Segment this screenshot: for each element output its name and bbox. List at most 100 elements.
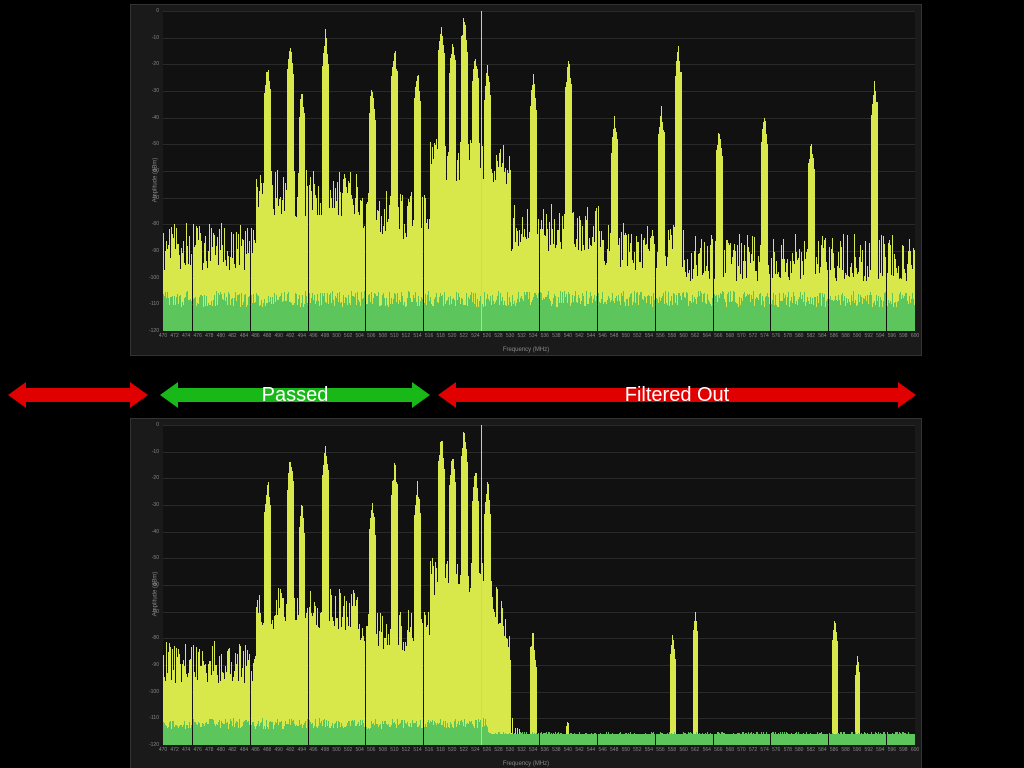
x-tick-label: 480 [217, 747, 225, 753]
x-tick-label: 588 [841, 747, 849, 753]
x-tick-label: 542 [575, 747, 583, 753]
x-tick-label: 574 [760, 747, 768, 753]
x-tick-label: 508 [379, 747, 387, 753]
x-tick-label: 506 [367, 747, 375, 753]
arrow-label-passed: Passed [160, 384, 430, 407]
center-marker-line [481, 425, 482, 745]
x-tick-label: 560 [679, 747, 687, 753]
x-tick-label: 586 [830, 747, 838, 753]
y-tick-label: -90 [152, 248, 159, 254]
arrow-left-red [8, 388, 148, 402]
y-tick-label: -40 [152, 529, 159, 535]
plot-area-top [163, 11, 915, 331]
x-tick-label: 592 [865, 747, 873, 753]
x-tick-label: 560 [679, 333, 687, 339]
x-tick-label: 564 [703, 333, 711, 339]
spectrum-panel-filtered: Amplitude (dBm) 0-10-20-30-40-50-60-70-8… [130, 418, 922, 768]
x-tick-label: 476 [194, 747, 202, 753]
x-tick-label: 470 [159, 333, 167, 339]
x-tick-label: 478 [205, 747, 213, 753]
x-tick-label: 534 [529, 333, 537, 339]
x-tick-label: 528 [494, 747, 502, 753]
y-tick-label: -20 [152, 475, 159, 481]
y-tick-label: -60 [152, 168, 159, 174]
y-tick-label: -30 [152, 88, 159, 94]
x-tick-label: 492 [286, 747, 294, 753]
arrow-label-filtered: Filtered Out [438, 384, 916, 407]
x-tick-label: 502 [344, 747, 352, 753]
x-tick-label: 556 [656, 333, 664, 339]
x-tick-label: 502 [344, 333, 352, 339]
x-tick-label: 520 [448, 333, 456, 339]
x-tick-label: 488 [263, 333, 271, 339]
arrow-right-red: Filtered Out [438, 388, 916, 402]
y-tick-label: 0 [156, 422, 159, 428]
x-tick-label: 550 [622, 333, 630, 339]
y-tick-label: -110 [149, 715, 159, 721]
x-tick-label: 514 [413, 747, 421, 753]
x-tick-label: 566 [714, 747, 722, 753]
x-tick-label: 558 [668, 333, 676, 339]
x-tick-label: 568 [726, 333, 734, 339]
y-tick-label: 0 [156, 8, 159, 14]
x-tick-label: 544 [587, 747, 595, 753]
x-tick-label: 554 [645, 333, 653, 339]
x-tick-label: 580 [795, 747, 803, 753]
x-tick-label: 566 [714, 333, 722, 339]
x-tick-label: 504 [356, 333, 364, 339]
x-tick-label: 530 [506, 333, 514, 339]
x-tick-label: 532 [517, 333, 525, 339]
y-tick-label: -110 [149, 301, 159, 307]
x-tick-label: 596 [888, 747, 896, 753]
y-tick-label: -50 [152, 555, 159, 561]
x-tick-label: 556 [656, 747, 664, 753]
x-tick-label: 494 [298, 333, 306, 339]
x-tick-label: 514 [413, 333, 421, 339]
x-tick-label: 542 [575, 333, 583, 339]
y-axis-ticks: 0-10-20-30-40-50-60-70-80-90-100-110-120 [131, 11, 161, 331]
x-tick-label: 490 [275, 747, 283, 753]
x-tick-label: 596 [888, 333, 896, 339]
y-tick-label: -100 [149, 275, 159, 281]
x-tick-label: 572 [749, 333, 757, 339]
x-tick-label: 474 [182, 333, 190, 339]
plot-area-bottom [163, 425, 915, 745]
x-tick-label: 536 [541, 333, 549, 339]
x-tick-label: 588 [841, 333, 849, 339]
x-tick-label: 518 [436, 747, 444, 753]
x-tick-label: 538 [552, 333, 560, 339]
x-axis-label: Frequency (MHz) [503, 347, 549, 353]
x-tick-label: 496 [309, 333, 317, 339]
y-tick-label: -120 [149, 742, 159, 748]
x-tick-label: 490 [275, 333, 283, 339]
x-axis-ticks: 4704724744764784804824844864884904924944… [163, 333, 915, 343]
y-tick-label: -80 [152, 221, 159, 227]
x-tick-label: 600 [911, 747, 919, 753]
x-tick-label: 494 [298, 747, 306, 753]
x-tick-label: 576 [772, 747, 780, 753]
x-tick-label: 540 [564, 333, 572, 339]
x-tick-label: 598 [899, 747, 907, 753]
x-tick-label: 584 [818, 747, 826, 753]
y-tick-label: -50 [152, 141, 159, 147]
x-tick-label: 554 [645, 747, 653, 753]
y-tick-label: -20 [152, 61, 159, 67]
x-tick-label: 540 [564, 747, 572, 753]
x-tick-label: 474 [182, 747, 190, 753]
x-tick-label: 500 [332, 333, 340, 339]
y-tick-label: -80 [152, 635, 159, 641]
x-tick-label: 544 [587, 333, 595, 339]
x-tick-label: 550 [622, 747, 630, 753]
spectrum-trace-top [163, 11, 915, 331]
x-tick-label: 548 [610, 747, 618, 753]
y-tick-label: -100 [149, 689, 159, 695]
x-tick-label: 590 [853, 333, 861, 339]
x-tick-label: 486 [251, 747, 259, 753]
x-tick-label: 584 [818, 333, 826, 339]
x-tick-label: 484 [240, 747, 248, 753]
x-tick-label: 568 [726, 747, 734, 753]
x-tick-label: 472 [170, 747, 178, 753]
x-tick-label: 512 [402, 747, 410, 753]
x-axis-label: Frequency (MHz) [503, 761, 549, 767]
x-tick-label: 476 [194, 333, 202, 339]
